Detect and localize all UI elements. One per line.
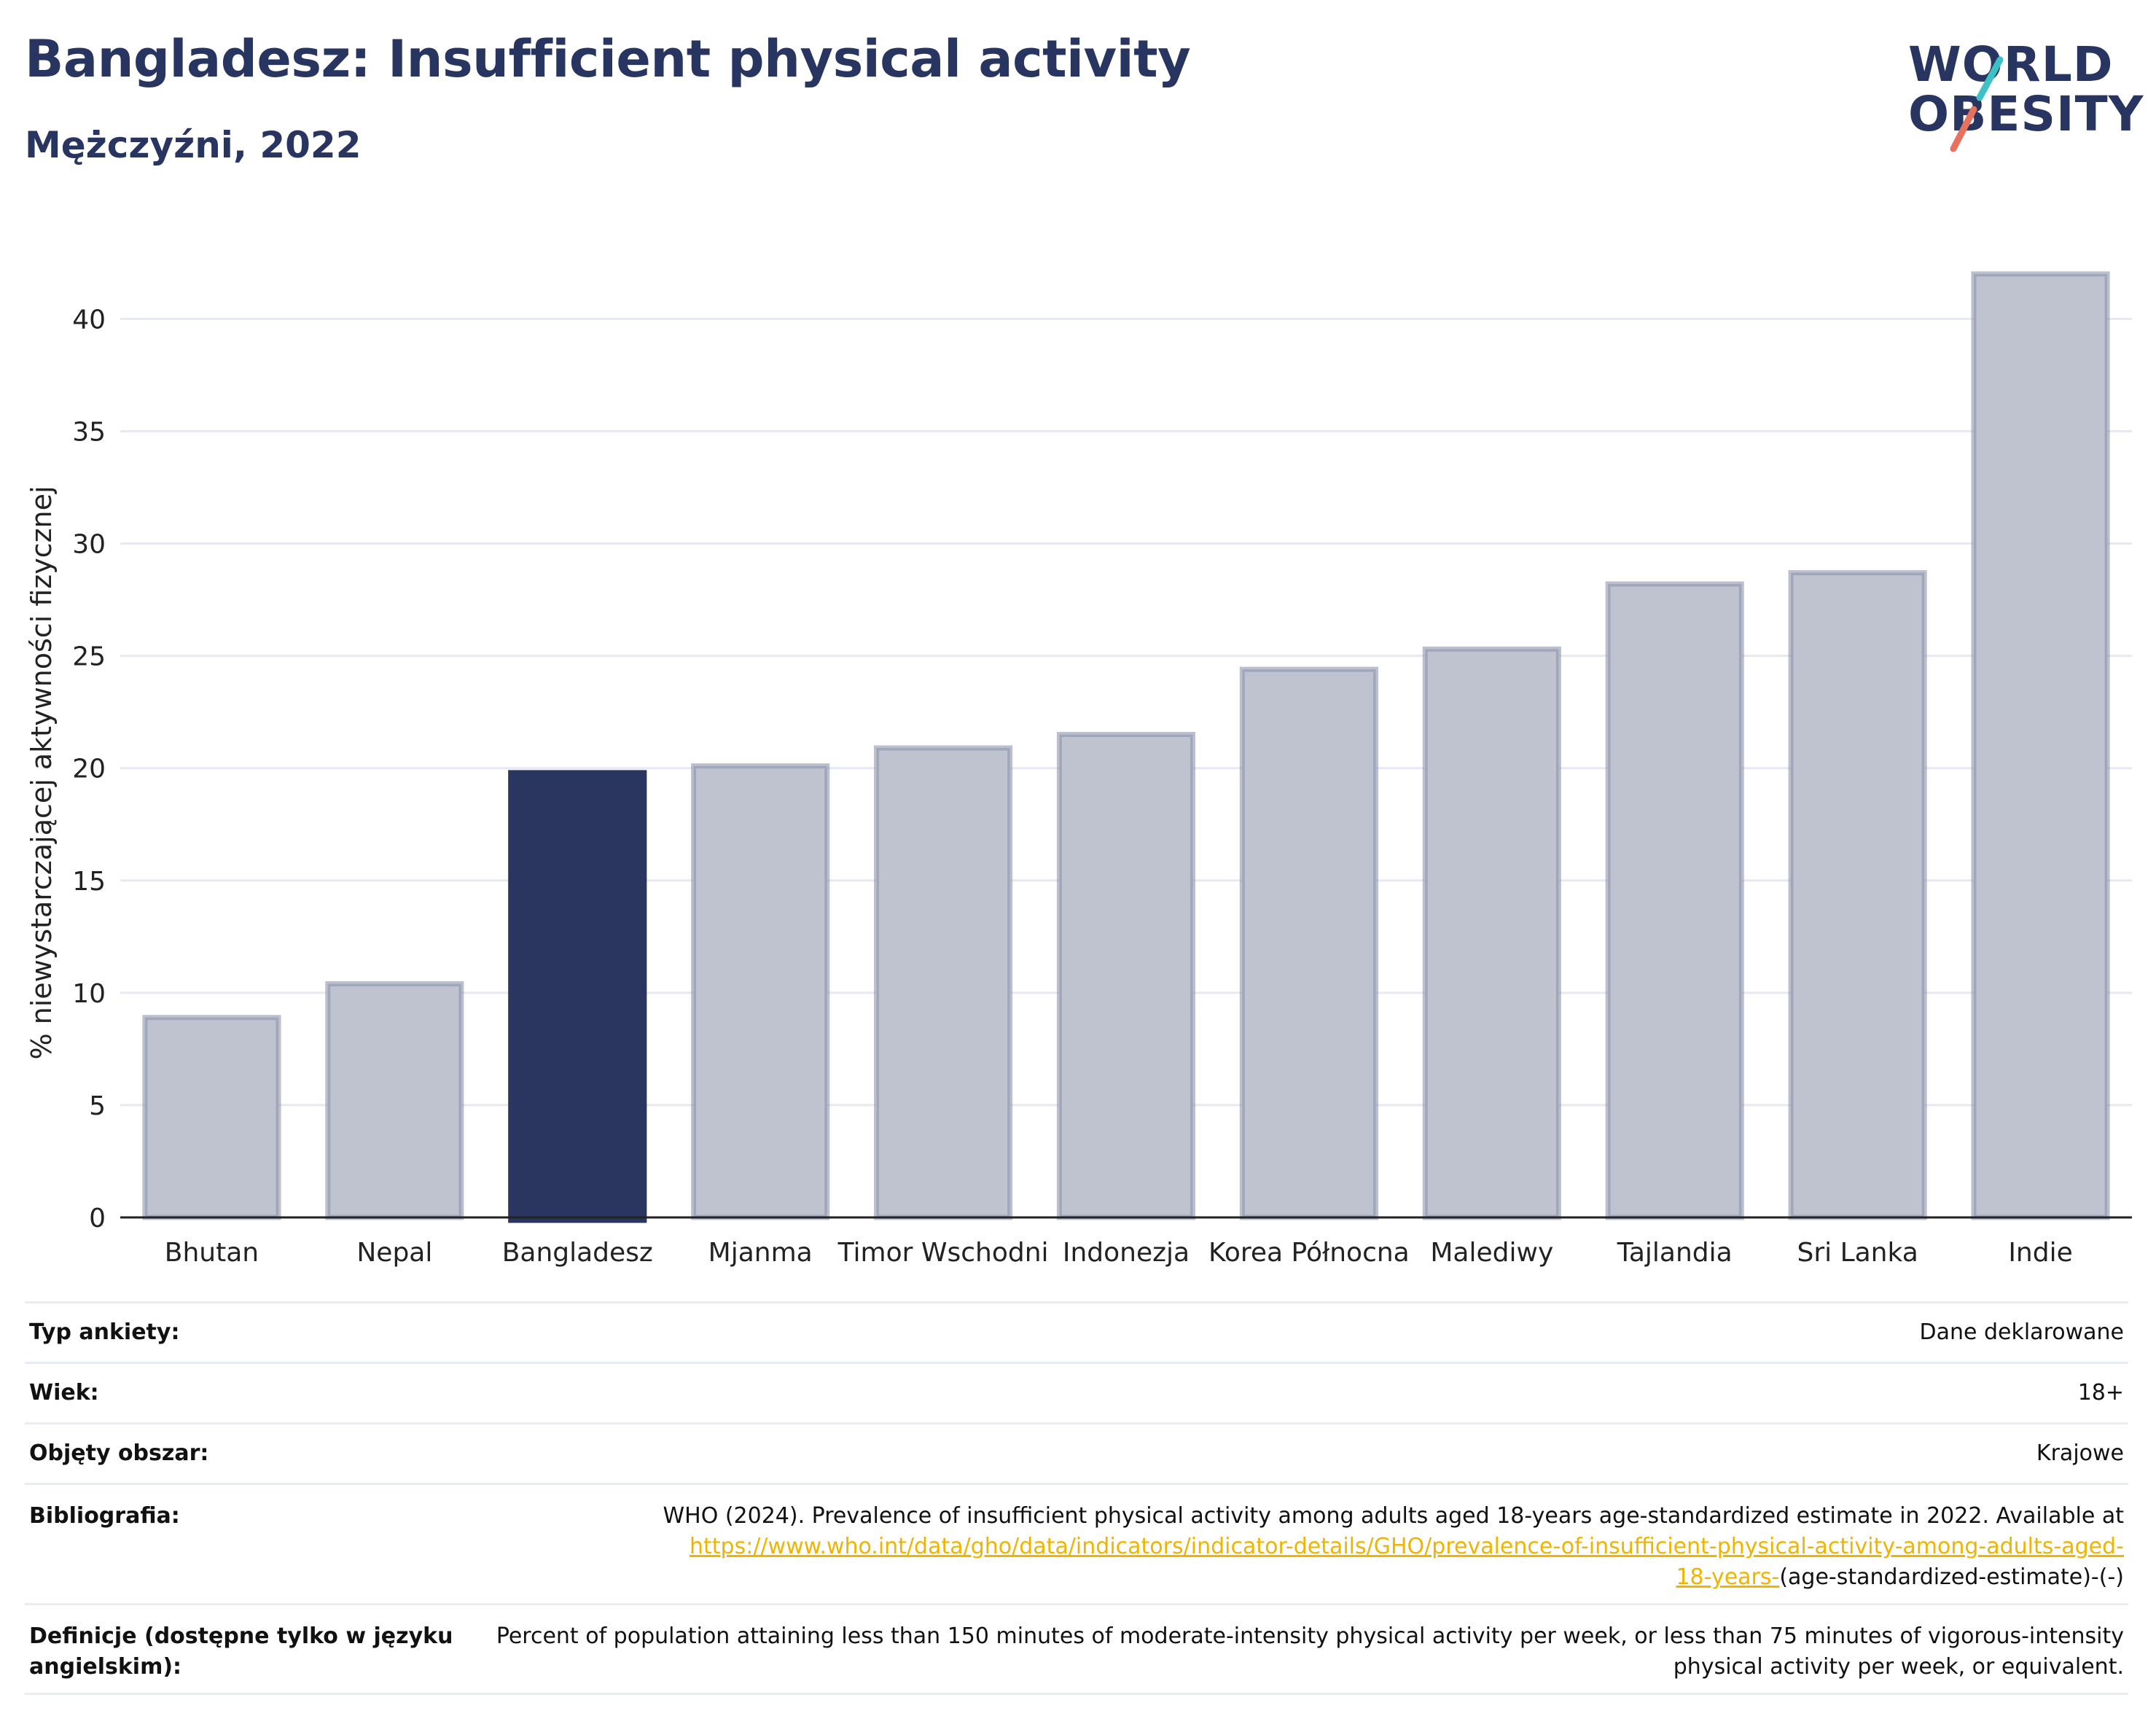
chart-bars	[142, 271, 2110, 1223]
bar-bangladesz	[508, 770, 647, 1223]
y-tick-label: 25	[72, 642, 106, 672]
meta-row-age: Wiek: 18+	[25, 1362, 2128, 1422]
bar-timor-wschodni	[874, 745, 1013, 1220]
x-tick-label: Tajlandia	[1617, 1238, 1733, 1268]
bar-bhutan	[142, 1015, 281, 1220]
x-tick-label: Timor Wschodni	[837, 1238, 1049, 1268]
meta-value: 18+	[2077, 1380, 2124, 1405]
meta-label: Definicje (dostępne tylko w języku angie…	[29, 1623, 453, 1680]
meta-row-survey-type: Typ ankiety: Dane deklarowane	[25, 1301, 2128, 1362]
x-tick-label: Malediwy	[1430, 1238, 1553, 1268]
bar-indonezja	[1056, 732, 1196, 1220]
bibliography-text: WHO (2024). Prevalence of insufficient p…	[663, 1503, 2124, 1529]
bar-mjanma	[691, 763, 830, 1220]
x-tick-label: Indonezja	[1063, 1238, 1190, 1268]
y-tick-label: 0	[89, 1204, 106, 1233]
bar-tajlandia	[1605, 581, 1744, 1220]
y-tick-label: 35	[72, 418, 106, 448]
y-tick-label: 5	[89, 1091, 106, 1121]
y-tick-label: 30	[72, 530, 106, 560]
bar-indie	[1971, 271, 2110, 1220]
world-obesity-logo: WORLD OBESITY	[1902, 23, 2143, 162]
bar-nepal	[325, 981, 464, 1220]
x-tick-label: Nepal	[356, 1238, 432, 1268]
metadata-table: Typ ankiety: Dane deklarowane Wiek: 18+ …	[25, 1301, 2128, 1695]
y-tick-label: 20	[72, 755, 106, 784]
y-tick-label: 40	[72, 305, 106, 335]
x-tick-label: Sri Lanka	[1797, 1238, 1918, 1268]
meta-row-definitions: Definicje (dostępne tylko w języku angie…	[25, 1603, 2128, 1695]
logo-text-line2: OBESITY	[1908, 86, 2144, 142]
x-tick-label: Bangladesz	[502, 1238, 653, 1268]
y-axis-ticks: 0 5 10 15 20 25 30 35 40	[72, 305, 106, 1233]
y-tick-label: 15	[72, 867, 106, 897]
meta-label: Bibliografia:	[29, 1503, 180, 1529]
meta-value: Krajowe	[2036, 1440, 2124, 1466]
who-source-link[interactable]: https://www.who.int/data/gho/data/indica…	[690, 1534, 2124, 1559]
meta-value: WHO (2024). Prevalence of insufficient p…	[525, 1501, 2124, 1593]
meta-label: Wiek:	[29, 1380, 99, 1405]
meta-label: Typ ankiety:	[29, 1319, 180, 1345]
y-tick-label: 10	[72, 979, 106, 1009]
who-source-link-cont[interactable]: 18-years-	[1676, 1564, 1780, 1590]
logo-slash-icon	[1950, 56, 2004, 152]
x-tick-label: Indie	[2008, 1238, 2072, 1268]
meta-row-coverage: Objęty obszar: Krajowe	[25, 1422, 2128, 1483]
meta-label: Objęty obszar:	[29, 1440, 209, 1466]
x-tick-label: Bhutan	[165, 1238, 259, 1268]
bar-sri-lanka	[1788, 570, 1927, 1220]
logo-text-line1: WORLD	[1908, 36, 2114, 93]
meta-row-bibliography: Bibliografia: WHO (2024). Prevalence of …	[25, 1483, 2128, 1603]
y-axis-label: % niewystarczającej aktywności fizycznej	[26, 486, 58, 1059]
bar-malediwy	[1422, 646, 1561, 1220]
x-axis-ticks: Bhutan Nepal Bangladesz Mjanma Timor Wschodn…	[120, 1216, 2132, 1268]
meta-value: Dane deklarowane	[1919, 1319, 2124, 1345]
page-title: Bangladesz: Insufficient physical activi…	[25, 29, 1191, 89]
bibliography-suffix: (age-standardized-estimate)-(-)	[1779, 1564, 2124, 1590]
bar-korea-północna	[1239, 666, 1378, 1220]
bar-chart: 0 5 10 15 20 25 30 35 40 Bhutan Nepal Bangladesz Mj…	[26, 271, 2132, 1268]
x-tick-label: Mjanma	[708, 1238, 813, 1268]
page-subtitle: Mężczyźni, 2022	[25, 124, 362, 166]
x-tick-label: Korea Północna	[1208, 1238, 1410, 1268]
meta-value: Percent of population attaining less tha…	[496, 1623, 2124, 1680]
